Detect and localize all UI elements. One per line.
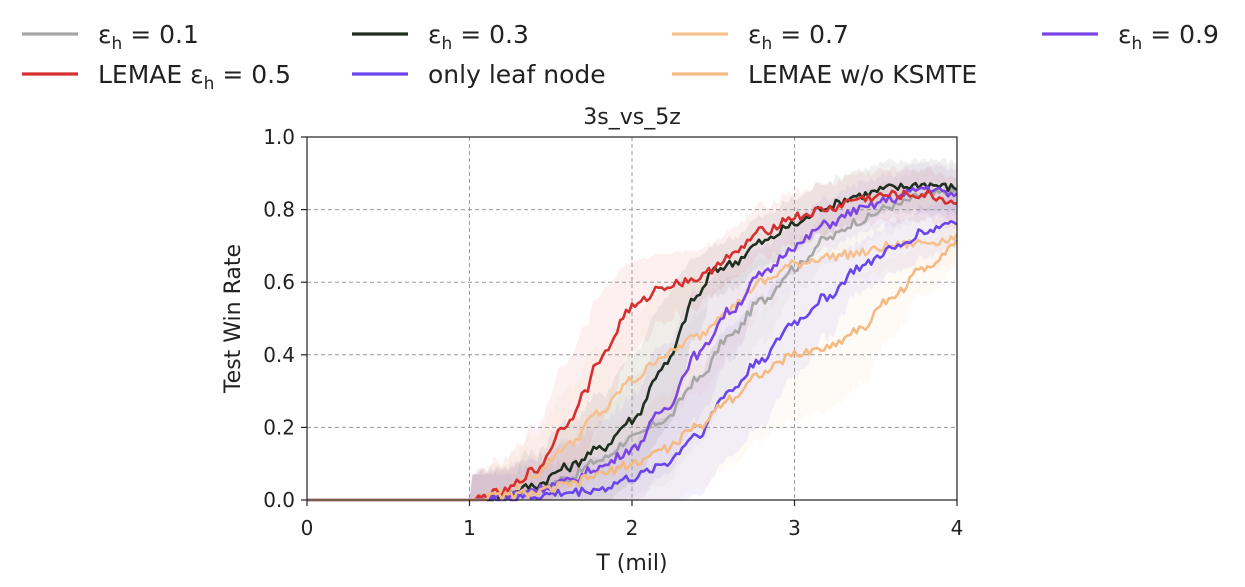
- x-tick-label: 0: [301, 516, 314, 540]
- x-axis-ticks: 0 1 2 3 4: [301, 500, 964, 540]
- legend-label: εh = 0.1: [98, 20, 199, 54]
- legend: εh = 0.1 εh = 0.3 εh = 0.7 εh = 0.9 LEMAE εh…: [22, 20, 1219, 94]
- legend-item: εh = 0.7: [672, 20, 849, 54]
- legend-item: εh = 0.1: [22, 20, 199, 54]
- legend-label: LEMAE εh = 0.5: [98, 60, 291, 94]
- legend-item: only leaf node: [352, 60, 606, 89]
- legend-item: LEMAE εh = 0.5: [22, 60, 291, 94]
- plot-area: [306, 136, 959, 502]
- y-tick-label: 0.2: [263, 415, 295, 439]
- x-axis-label: T (mil): [595, 551, 667, 576]
- x-tick-label: 4: [951, 516, 964, 540]
- y-axis-ticks: 0.0 0.2 0.4 0.6 0.8 1.0: [263, 125, 307, 512]
- y-tick-label: 0.8: [263, 198, 295, 222]
- legend-label: εh = 0.3: [428, 20, 529, 54]
- y-tick-label: 0.6: [263, 270, 295, 294]
- legend-label: LEMAE w/o KSMTE: [748, 60, 977, 89]
- series-band: [307, 162, 957, 500]
- series-band: [307, 214, 957, 500]
- legend-label: εh = 0.9: [1118, 20, 1219, 54]
- legend-label: only leaf node: [428, 60, 606, 89]
- grid: [307, 137, 957, 500]
- y-tick-label: 0.4: [263, 343, 295, 367]
- legend-item: εh = 0.9: [1042, 20, 1219, 54]
- legend-label: εh = 0.7: [748, 20, 849, 54]
- chart-title: 3s_vs_5z: [583, 105, 681, 130]
- x-tick-label: 3: [788, 516, 801, 540]
- series-band: [307, 165, 957, 501]
- legend-item: LEMAE w/o KSMTE: [672, 60, 977, 89]
- y-tick-label: 0.0: [263, 488, 295, 512]
- y-tick-label: 1.0: [263, 125, 295, 149]
- y-axis-label: Test Win Rate: [221, 244, 246, 394]
- legend-item: εh = 0.3: [352, 20, 529, 54]
- x-tick-label: 2: [626, 516, 639, 540]
- x-tick-label: 1: [463, 516, 476, 540]
